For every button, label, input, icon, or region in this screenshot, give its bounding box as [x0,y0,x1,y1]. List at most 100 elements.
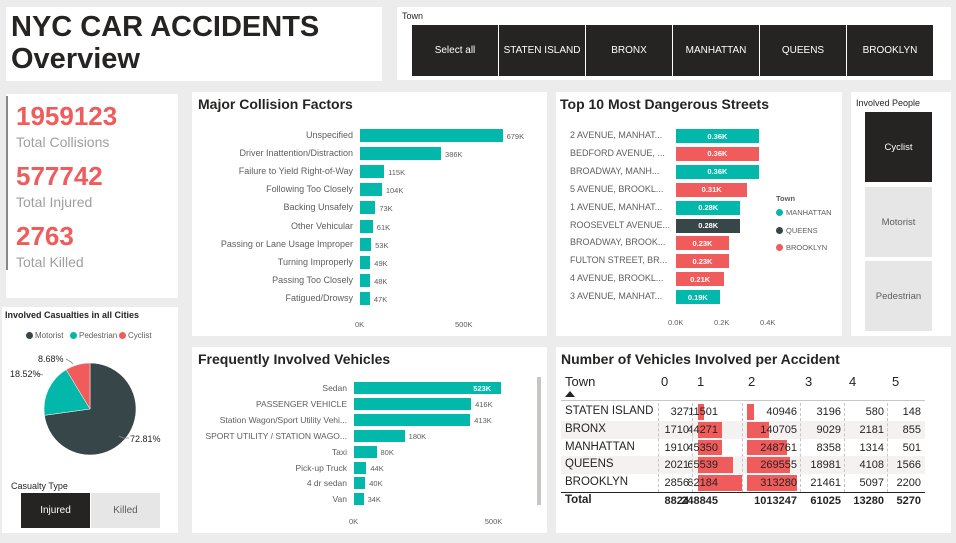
matrix-cell[interactable]: 9029 [816,423,841,436]
matrix-cell[interactable]: 65539 [687,459,718,472]
matrix-cell[interactable]: 148 [902,406,921,418]
matrix-cell[interactable]: 2181 [859,423,884,436]
factor-bar[interactable] [360,129,503,142]
street-label: 3 AVENUE, MANHAT... [570,291,663,302]
pie-slice-cyclist[interactable] [65,362,91,410]
total-collisions-value: 1959123 [16,101,118,131]
town-button-queens[interactable]: QUEENS [760,25,846,76]
street-bar[interactable]: 0.28K [676,218,741,233]
matrix-cell[interactable]: 3196 [816,406,841,418]
matrix-cell[interactable]: 1710 [664,423,689,436]
vehicle-bar[interactable] [354,477,366,490]
legend-manhattan: MANHATTAN [776,208,832,217]
factor-bar[interactable] [360,255,371,269]
street-bar[interactable]: 0.23K [676,254,729,269]
vehicle-bar[interactable] [354,397,472,410]
matrix-row-label[interactable]: BRONX [565,422,606,435]
casualty-type-killed-button[interactable]: Killed [91,493,160,528]
matrix-cell[interactable]: 11501 [688,406,718,418]
factor-bar[interactable] [360,147,442,161]
dangerous-streets-card: Top 10 Most Dangerous Streets 2 AVENUE, … [556,92,842,336]
factor-bar[interactable] [360,183,382,197]
matrix-cell[interactable]: 855 [902,423,921,436]
street-bar[interactable]: 0.36K [676,146,759,161]
matrix-row-label[interactable]: STATEN ISLAND [565,405,654,417]
legend-queens-label: QUEENS [786,226,818,235]
factor-bar[interactable] [360,219,373,233]
matrix-row-band [561,420,925,439]
vehicle-bar[interactable] [354,413,471,426]
people-button-pedestrian[interactable]: Pedestrian [865,261,932,331]
vehicle-bar[interactable] [354,429,405,442]
street-bar[interactable]: 0.23K [676,236,729,251]
factor-bar[interactable] [360,201,376,215]
matrix-cell[interactable]: 313280 [760,477,797,490]
sort-up-icon[interactable] [565,390,575,398]
matrix-cell[interactable]: 18981 [810,459,841,472]
pie-slice-pedestrian[interactable] [43,369,91,416]
matrix-row-label[interactable]: BROOKLYN [565,476,629,489]
legend-queens: QUEENS [776,226,818,235]
matrix-cell[interactable]: 140705 [760,423,797,436]
matrix-cell[interactable]: 327 [670,406,689,418]
matrix-cell[interactable]: 1314 [859,441,884,454]
street-bar[interactable]: 0.19K [676,290,720,305]
vehicles-per-accident-card: Number of Vehicles Involved per Accident… [556,347,951,533]
street-bar[interactable]: 0.31K [676,182,748,197]
street-bar[interactable]: 0.28K [676,200,741,215]
factor-bar[interactable] [360,291,370,305]
street-bar[interactable]: 0.36K [676,164,759,179]
matrix-cell[interactable]: 45350 [687,441,718,454]
town-button-manhattan[interactable]: MANHATTAN [673,25,759,76]
total-collisions-label: Total Collisions [16,134,110,150]
vehicle-label: Sedan [322,383,347,393]
town-button-bronx[interactable]: BRONX [586,25,672,76]
factor-value-label: 115K [388,168,406,178]
vehicle-bar[interactable] [354,382,502,394]
factor-label: Failure to Yield Right-of-Way [238,166,353,177]
casualty-type-injured-button[interactable]: Injured [21,493,90,528]
people-button-motorist[interactable]: Motorist [865,187,932,257]
street-bar[interactable]: 0.36K [676,129,759,143]
matrix-cell[interactable]: 8358 [816,441,841,454]
matrix-cell[interactable]: 44271 [687,423,718,436]
vehicle-bar[interactable] [354,461,367,474]
street-bar[interactable]: 0.21K [676,272,725,287]
involved-people-label: Involved People [856,98,921,108]
matrix-cell[interactable]: 248761 [760,441,797,454]
factor-bar[interactable] [360,237,372,251]
matrix-cell[interactable]: 21461 [810,477,841,490]
town-button-select-all[interactable]: Select all [412,25,498,76]
matrix-cell[interactable]: 4108 [859,459,884,472]
town-button-staten-island[interactable]: STATEN ISLAND [499,25,585,76]
town-button-brooklyn[interactable]: BROOKLYN [847,25,933,76]
vehicle-label: SPORT UTILITY / STATION WAGO... [205,430,347,441]
street-axis-tick: 0.4K [760,318,776,327]
vehicles-title: Frequently Involved Vehicles [198,351,391,367]
matrix-row-header: Town [565,374,596,389]
matrix-cell[interactable]: 269555 [760,459,797,472]
factor-value-label: 73K [379,204,393,214]
matrix-cell[interactable]: 40946 [766,406,797,418]
factor-bar[interactable] [360,273,371,287]
matrix-cell[interactable]: 5097 [859,477,884,490]
matrix-row-label[interactable]: MANHATTAN [565,440,635,453]
matrix-row-label[interactable]: QUEENS [565,458,614,471]
matrix-cell[interactable]: 580 [865,406,884,418]
vehicle-bar[interactable] [354,493,364,506]
factor-axis-tick: 500K [455,320,473,329]
matrix-cell[interactable]: 501 [902,441,921,454]
matrix-cell[interactable]: 82184 [687,477,718,490]
matrix-cell[interactable]: 2021 [664,459,689,472]
people-button-cyclist[interactable]: Cyclist [865,112,932,182]
matrix-cell[interactable]: 1910 [664,441,689,454]
matrix-cell[interactable]: 1566 [896,459,921,472]
vehicles-scrollbar[interactable] [537,377,541,505]
casualties-pie-title: Involved Casualties in all Cities [5,310,140,320]
matrix-cell[interactable]: 2200 [896,477,921,490]
vehicle-bar[interactable] [354,445,377,458]
cyclist-pct-label: 8.68% [38,354,64,364]
vehicle-axis-tick: 500K [484,517,503,526]
factor-bar[interactable] [360,165,385,179]
matrix-cell[interactable]: 2856 [664,477,689,490]
